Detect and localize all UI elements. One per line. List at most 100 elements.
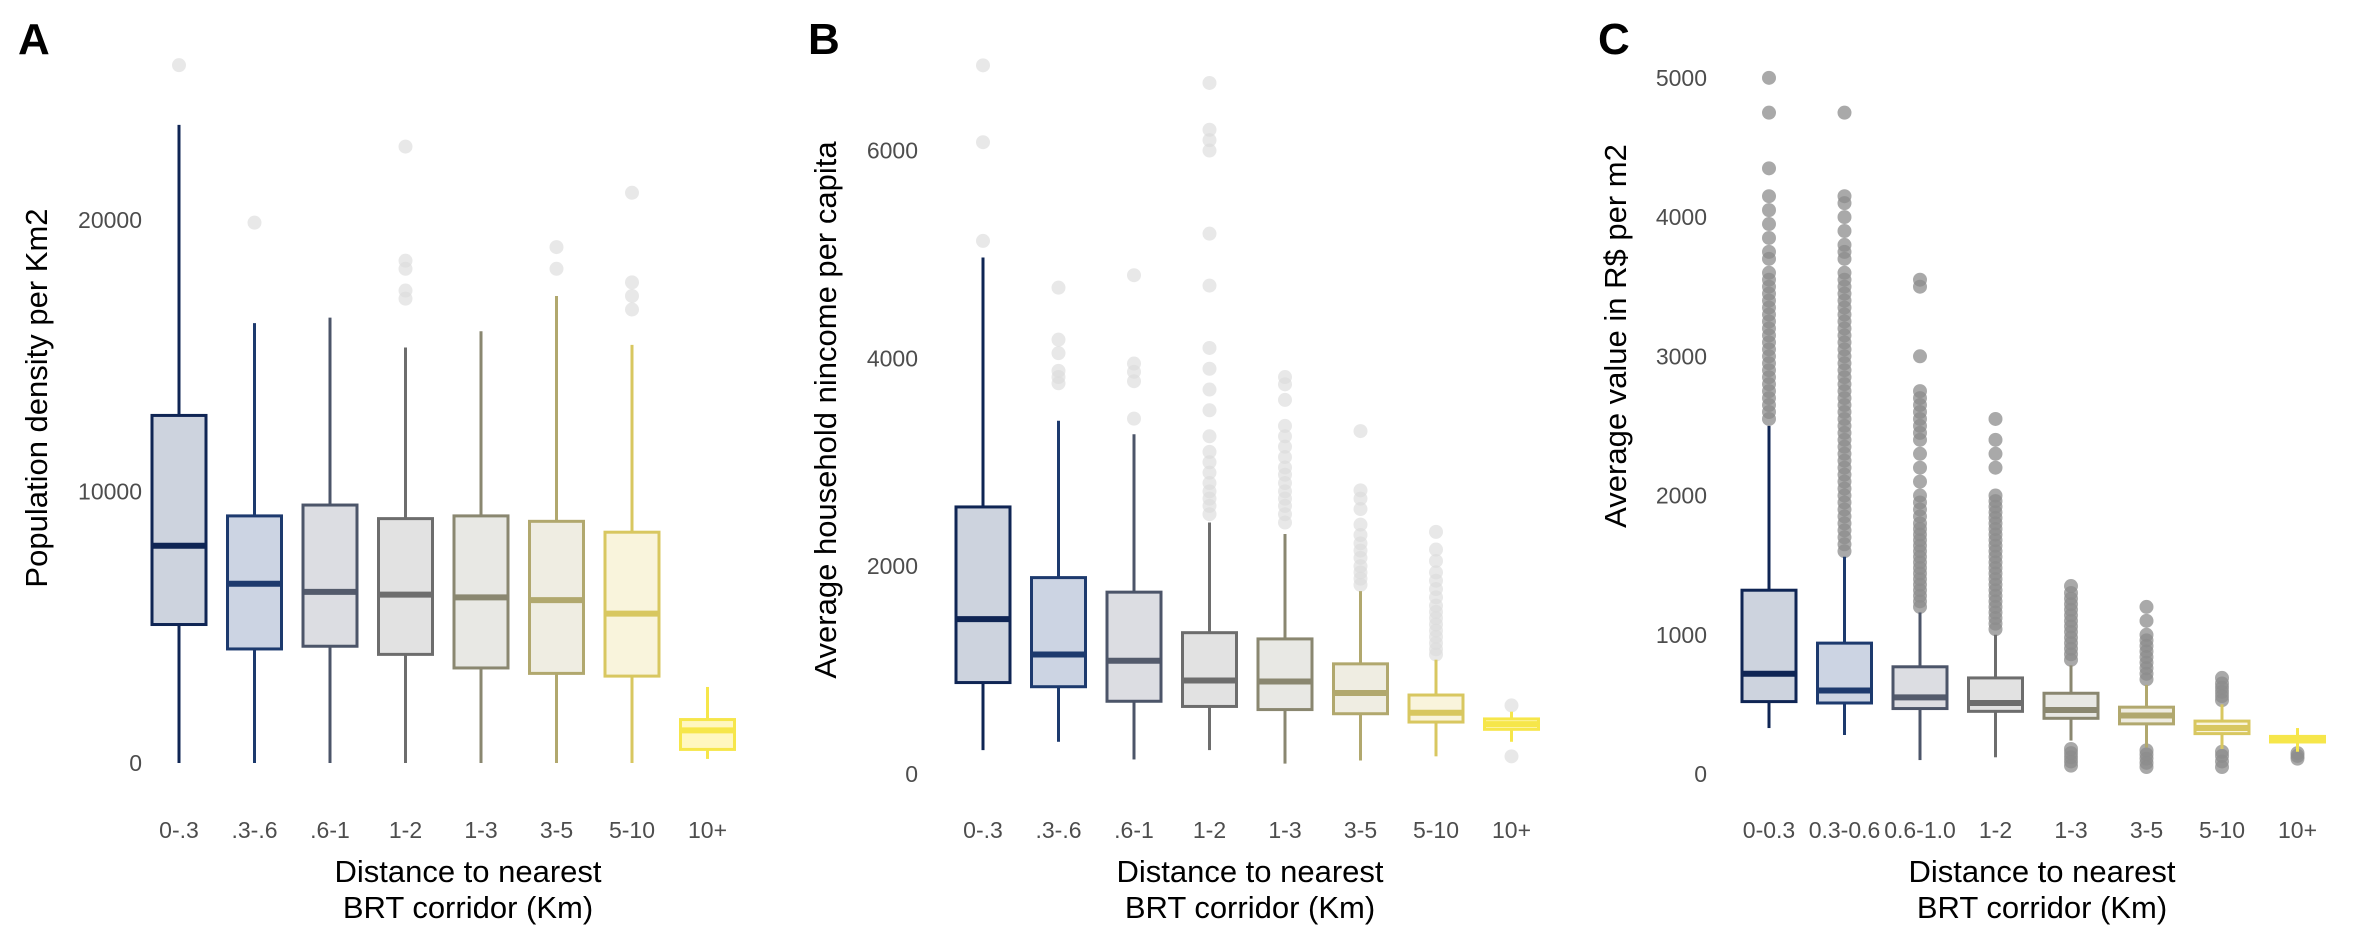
outlier-c-2-30 <box>1913 384 1927 399</box>
y-tick-label-c-4: 4000 <box>1656 204 1707 230</box>
x-tick-label-b-2: .6-1 <box>1114 817 1154 843</box>
outlier-a-3-1 <box>398 283 413 298</box>
box-c-3 <box>1967 676 2024 713</box>
y-axis-title-a: Population density per Km2 <box>19 208 54 587</box>
outlier-b-2-0 <box>1127 411 1141 426</box>
box-a-2 <box>301 503 359 648</box>
outlier-b-5-9 <box>1353 502 1368 517</box>
outlier-b-6-14 <box>1429 542 1443 557</box>
outlier-c-0-23 <box>1762 244 1776 259</box>
outlier-b-4-7 <box>1278 460 1292 475</box>
outlier-c-0-28 <box>1762 161 1776 176</box>
y-tick-label-a-2: 20000 <box>78 207 142 233</box>
outlier-c-2-21 <box>1913 460 1927 475</box>
outlier-c-6-3 <box>2215 744 2229 759</box>
y-tick-label-c-5: 5000 <box>1656 65 1707 91</box>
y-tick-label-c-2: 2000 <box>1656 483 1707 509</box>
outlier-b-3-10 <box>1202 382 1217 397</box>
y-tick-label-a-1: 10000 <box>78 478 142 504</box>
outlier-b-4-11 <box>1278 418 1292 433</box>
panel-label-b: B <box>808 15 840 64</box>
outlier-c-5-14 <box>2139 613 2154 628</box>
x-axis-title-b-line1: Distance to nearest <box>1116 854 1383 889</box>
box-c-0 <box>1740 588 1798 704</box>
x-tick-label-c-1: 0.3-0.6 <box>1809 817 1881 843</box>
x-tick-label-c-4: 1-3 <box>2054 817 2087 843</box>
outlier-a-1-0 <box>247 215 262 230</box>
outlier-c-0-27 <box>1762 189 1776 204</box>
outlier-b-4-8 <box>1278 450 1292 465</box>
x-tick-label-c-5: 3-5 <box>2130 817 2163 843</box>
outlier-c-5-15 <box>2139 599 2154 614</box>
outlier-a-6-1 <box>625 288 639 303</box>
y-tick-label-b-2: 4000 <box>867 345 918 371</box>
outlier-c-3-28 <box>1988 411 2003 426</box>
box-a-4 <box>452 514 510 670</box>
outlier-b-4-10 <box>1278 429 1292 444</box>
outlier-b-3-13 <box>1202 278 1217 293</box>
x-tick-label-c-2: 0.6-1.0 <box>1884 817 1956 843</box>
y-axis-title-c: Average value in R$ per m2 <box>1598 144 1633 528</box>
box-b-0 <box>954 505 1012 685</box>
outlier-b-3-12 <box>1202 340 1217 355</box>
y-tick-label-b-0: 0 <box>905 761 918 787</box>
outlier-c-3-25 <box>1988 460 2003 475</box>
outlier-c-0-29 <box>1762 105 1776 120</box>
outlier-b-1-3 <box>1051 346 1066 361</box>
outlier-c-0-30 <box>1762 70 1776 85</box>
outlier-b-5-8 <box>1353 517 1368 532</box>
y-tick-label-b-3: 6000 <box>867 138 918 164</box>
outlier-b-4-14 <box>1278 370 1292 385</box>
y-tick-label-a-0: 0 <box>129 750 142 776</box>
outlier-b-5-12 <box>1353 424 1368 439</box>
outlier-b-0-0 <box>976 233 990 248</box>
outlier-a-6-0 <box>625 302 639 317</box>
panel-c: C Average value in R$ per m2 Distance to… <box>1598 15 2326 925</box>
outlier-b-3-17 <box>1202 122 1217 137</box>
box-b-1 <box>1030 576 1087 689</box>
outlier-c-1-40 <box>1837 265 1852 280</box>
box-a-7 <box>679 718 736 751</box>
x-tick-label-c-0: 0-0.3 <box>1743 817 1795 843</box>
outlier-b-3-16 <box>1202 133 1217 148</box>
outlier-a-6-2 <box>625 275 639 290</box>
x-tick-label-a-6: 5-10 <box>609 817 655 843</box>
outlier-c-2-20 <box>1913 474 1927 489</box>
outlier-c-2-31 <box>1913 349 1927 364</box>
y-tick-label-c-1: 1000 <box>1656 622 1707 648</box>
x-axis-title-a-line1: Distance to nearest <box>334 854 601 889</box>
outlier-a-3-4 <box>398 139 413 154</box>
x-tick-label-c-7: 10+ <box>2278 817 2317 843</box>
outlier-b-2-3 <box>1127 356 1141 371</box>
outlier-c-0-25 <box>1762 217 1776 232</box>
panel-b: B Average household nincome per capita D… <box>808 15 1540 925</box>
outlier-c-5-4 <box>2139 743 2154 758</box>
box-a-6 <box>603 530 661 678</box>
outlier-b-1-4 <box>1051 332 1066 347</box>
outlier-b-0-1 <box>976 135 990 150</box>
outlier-a-6-3 <box>625 185 639 200</box>
box-b-2 <box>1105 590 1163 703</box>
outlier-b-3-15 <box>1202 143 1217 158</box>
outlier-b-2-4 <box>1127 268 1141 283</box>
panel-label-a: A <box>18 15 50 64</box>
outlier-b-3-18 <box>1202 75 1217 90</box>
outlier-b-3-8 <box>1202 429 1217 444</box>
outlier-b-7-1 <box>1504 698 1519 713</box>
outlier-a-5-0 <box>549 261 564 276</box>
x-axis-title-a-line2: BRT corridor (Km) <box>343 890 593 925</box>
outlier-b-3-11 <box>1202 361 1217 376</box>
y-tick-label-c-3: 3000 <box>1656 343 1707 369</box>
outlier-b-4-9 <box>1278 439 1292 454</box>
x-tick-label-b-1: .3-.6 <box>1035 817 1081 843</box>
outlier-c-1-48 <box>1837 105 1852 120</box>
x-tick-label-b-6: 5-10 <box>1413 817 1459 843</box>
outlier-b-3-4 <box>1202 476 1217 491</box>
x-tick-label-a-4: 1-3 <box>464 817 497 843</box>
box-b-4 <box>1256 637 1314 712</box>
outlier-b-3-7 <box>1202 444 1217 459</box>
outlier-b-5-7 <box>1353 528 1368 542</box>
x-tick-label-a-7: 10+ <box>688 817 727 843</box>
outlier-b-1-2 <box>1051 363 1066 378</box>
